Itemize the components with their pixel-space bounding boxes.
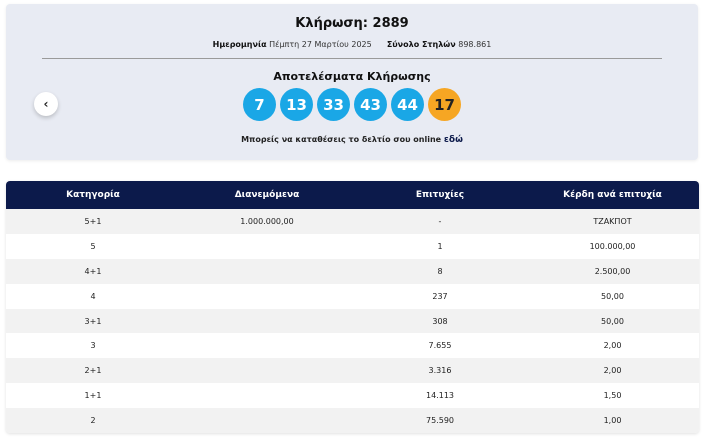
cell-category: 1+1 [84,391,102,401]
chevron-left-icon: ‹ [43,97,49,111]
cell-prize: 2.500,00 [594,266,631,276]
table-body: 5+1 1.000.000,00 - ΤΖΑΚΠΟΤ 5 1 100.000,0… [6,209,699,433]
cell-category: 5 [90,241,96,251]
cell-category: 4+1 [84,266,102,276]
header-category: Κατηγορία [66,190,120,200]
prizes-table: Κατηγορία Διανεμόμενα Επιτυχίες Κέρδη αν… [6,181,699,433]
number-ball: 33 [317,88,350,121]
table-row: 2+1 3.316 2,00 [6,358,699,384]
draw-card: Κλήρωση: 2889 Ημερομηνία Πέμπτη 27 Μαρτί… [6,4,698,160]
cell-category: 4 [90,291,96,301]
table-row: 5 1 100.000,00 [6,233,699,259]
online-link[interactable]: εδώ [443,135,463,145]
divider [42,58,662,59]
draw-meta: Ημερομηνία Πέμπτη 27 Μαρτίου 2025 Σύνολο… [6,40,698,49]
header-prize-per-winner: Κέρδη ανά επιτυχία [563,190,662,200]
cell-winners: 308 [432,316,448,326]
cell-prize: 1,00 [603,416,622,426]
table-row: 2 75.590 1,00 [6,408,699,433]
online-text: Μπορείς να καταθέσεις το δελτίο σου onli… [241,135,442,144]
cell-prize: 2,00 [603,341,622,351]
number-ball: 13 [280,88,313,121]
columns-value: 898.861 [458,40,492,49]
previous-draw-button[interactable]: ‹ [34,92,58,116]
draw-title: Κλήρωση: 2889 [295,16,409,31]
cell-winners: 8 [437,266,443,276]
cell-winners: 7.655 [428,341,452,351]
results-title: Αποτελέσματα Κλήρωσης [273,70,431,83]
number-ball: 7 [243,88,276,121]
table-row: 1+1 14.113 1,50 [6,383,699,409]
cell-category: 2 [90,416,96,426]
table-row: 4+1 8 2.500,00 [6,258,699,284]
cell-prize: 100.000,00 [589,241,636,251]
cell-category: 3 [90,341,96,351]
columns-label: Σύνολο Στηλών [386,40,456,49]
header-winners: Επιτυχίες [415,190,465,200]
table-header: Κατηγορία Διανεμόμενα Επιτυχίες Κέρδη αν… [6,181,699,209]
cell-prize: 50,00 [601,316,624,326]
number-ball: 44 [391,88,424,121]
number-ball: 43 [354,88,387,121]
cell-winners: 237 [432,291,448,301]
date-label: Ημερομηνία [212,40,267,49]
table-row: 3+1 308 50,00 [6,308,699,334]
cell-distributed: 1.000.000,00 [240,216,294,226]
cell-prize: 1,50 [603,391,622,401]
header-distributed: Διανεμόμενα [234,190,300,200]
cell-category: 2+1 [84,366,102,376]
table-row: 4 237 50,00 [6,283,699,309]
joker-ball: 17 [428,88,461,121]
date-value: Πέμπτη 27 Μαρτίου 2025 [269,40,372,49]
cell-prize: 2,00 [603,366,622,376]
cell-category: 5+1 [84,216,102,226]
cell-winners: - [438,216,442,226]
winning-numbers: 7 13 33 43 44 17 [6,88,698,121]
cell-prize: ΤΖΑΚΠΟΤ [593,216,632,226]
cell-category: 3+1 [84,316,102,326]
online-betting-text: Μπορείς να καταθέσεις το δελτίο σου onli… [6,135,698,145]
table-row: 3 7.655 2,00 [6,333,699,359]
cell-winners: 14.113 [426,391,454,401]
cell-winners: 3.316 [428,366,452,376]
cell-winners: 1 [437,241,443,251]
cell-winners: 75.590 [426,416,454,426]
cell-prize: 50,00 [601,291,624,301]
table-row: 5+1 1.000.000,00 - ΤΖΑΚΠΟΤ [6,209,699,234]
